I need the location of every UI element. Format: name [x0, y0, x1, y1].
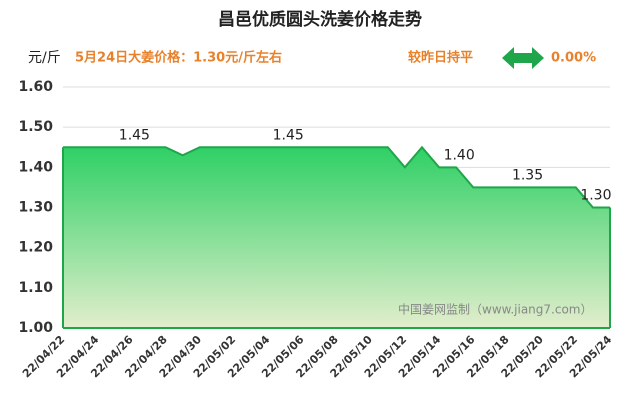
subtitle: 5月24日大姜价格：1.30元/斤左右 — [75, 50, 282, 66]
change-label: 较昨日持平 — [408, 50, 473, 66]
change-value: 0.00% — [551, 51, 596, 66]
area-line — [63, 145, 610, 209]
area-fill — [63, 147, 610, 328]
y-axis-label: 元/斤 — [28, 50, 61, 66]
y-tick-label: 1.50 — [18, 119, 53, 135]
y-tick-label: 1.30 — [18, 200, 53, 216]
data-label: 1.45 — [119, 127, 150, 143]
y-tick-label: 1.60 — [18, 79, 53, 95]
y-tick-label: 1.20 — [18, 240, 53, 256]
y-tick-label: 1.40 — [18, 159, 53, 175]
watermark: 中国姜网监制（www.jiang7.com） — [398, 302, 592, 317]
data-label: 1.40 — [444, 147, 475, 163]
data-label: 1.45 — [273, 127, 304, 143]
chart-title: 昌邑优质圆头洗姜价格走势 — [218, 9, 422, 30]
y-tick-label: 1.00 — [18, 320, 53, 336]
data-label: 1.35 — [512, 167, 543, 183]
data-label: 1.30 — [580, 188, 611, 204]
y-tick-label: 1.10 — [18, 280, 53, 296]
change-icon — [502, 47, 544, 69]
